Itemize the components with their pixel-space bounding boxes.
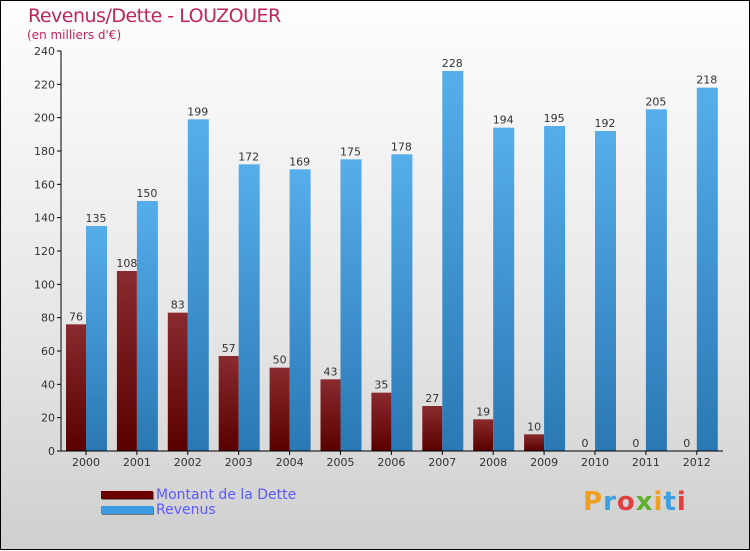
legend-item-revenus: Revenus [101,501,296,518]
x-tick-label: 2012 [683,456,711,469]
proxiti-logo: Proxiti [583,487,687,517]
data-label-debt: 0 [582,437,589,450]
data-label-revenus: 195 [544,112,565,125]
x-tick-label: 2010 [581,456,609,469]
legend: Montant de la Dette Revenus [101,486,297,518]
data-label-debt: 0 [632,437,639,450]
y-tick-label: 140 [34,212,55,225]
bar-debt [66,324,86,451]
bar-revenus [86,226,107,451]
data-label-revenus: 135 [86,212,107,225]
bar-revenus [238,164,260,452]
legend-swatch-revenus [101,505,153,514]
bar-debt [269,367,290,451]
x-tick-label: 2003 [225,456,253,469]
data-label-debt: 83 [171,299,185,312]
bar-revenus [544,126,566,451]
y-tick-label: 60 [41,345,55,358]
bar-debt [320,379,341,451]
data-label-debt: 0 [683,437,690,450]
x-tick-label: 2009 [530,456,558,469]
data-label-revenus: 172 [238,150,259,163]
data-label-debt: 50 [273,354,287,367]
bar-debt [371,392,392,451]
data-label-debt: 10 [527,420,541,433]
bar-debt [524,434,545,451]
legend-item-debt: Montant de la Dette [101,486,297,503]
data-label-debt: 57 [222,342,236,355]
data-label-revenus: 175 [340,145,361,158]
bar-revenus [136,201,158,451]
legend-label-revenus: Revenus [156,501,216,518]
bar-revenus [289,169,311,452]
bar-debt [218,356,239,451]
y-tick-label: 100 [34,278,55,291]
bar-debt [473,419,494,451]
data-label-revenus: 192 [595,117,616,130]
x-tick-label: 2000 [72,456,100,469]
x-tick-label: 2002 [174,456,202,469]
y-tick-label: 240 [34,45,55,58]
y-tick-label: 20 [41,412,55,425]
bar-debt [116,271,137,451]
bar-revenus [187,119,209,451]
legend-label-debt: Montant de la Dette [156,486,297,503]
bar-revenus [696,87,718,452]
data-label-revenus: 150 [136,187,157,200]
x-tick-label: 2011 [632,456,660,469]
y-tick-label: 0 [48,445,55,458]
y-tick-label: 40 [41,378,55,391]
y-tick-label: 120 [34,245,55,258]
data-label-revenus: 199 [187,105,208,118]
y-tick-label: 180 [34,145,55,158]
bar-debt [422,406,443,451]
data-label-debt: 76 [69,310,83,323]
y-tick-label: 200 [34,112,55,125]
bar-revenus [391,154,413,452]
y-tick-label: 160 [34,178,55,191]
x-tick-label: 2004 [276,456,304,469]
y-tick-label: 80 [41,312,55,325]
x-tick-label: 2001 [123,456,151,469]
bar-revenus [442,71,464,451]
data-label-debt: 35 [374,379,388,392]
y-tick-label: 220 [34,78,55,91]
bar-debt [167,312,188,451]
bar-revenus [645,109,667,451]
x-tick-label: 2007 [428,456,456,469]
bar-revenus [340,159,362,452]
chart-subtitle: (en milliers d'€) [27,28,122,42]
data-label-revenus: 169 [289,155,310,168]
x-tick-label: 2008 [479,456,507,469]
x-tick-label: 2005 [327,456,355,469]
data-label-debt: 27 [425,392,439,405]
data-label-debt: 108 [116,257,137,270]
x-tick-label: 2006 [377,456,405,469]
data-label-revenus: 194 [493,114,514,127]
bar-revenus [493,127,515,452]
data-label-revenus: 178 [391,140,412,153]
data-label-revenus: 205 [645,95,666,108]
data-label-debt: 19 [476,405,490,418]
data-label-revenus: 218 [696,74,717,87]
legend-swatch-debt [101,490,153,499]
data-label-debt: 43 [324,365,338,378]
chart-title: Revenus/Dette - LOUZOUER [28,5,281,27]
data-label-revenus: 228 [442,57,463,70]
bar-revenus [595,131,616,451]
